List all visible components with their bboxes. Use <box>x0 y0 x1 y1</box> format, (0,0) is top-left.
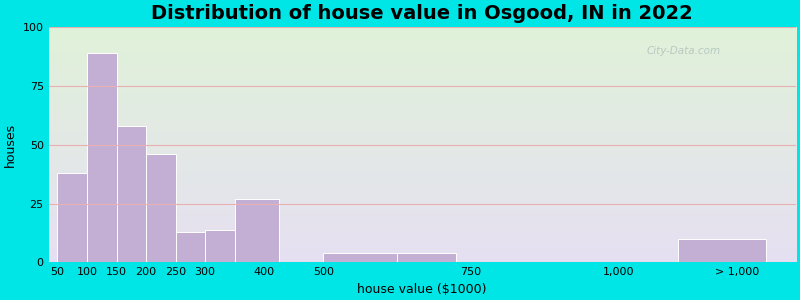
Text: City-Data.com: City-Data.com <box>646 46 721 56</box>
Bar <box>87 53 117 262</box>
Bar <box>58 173 87 262</box>
X-axis label: house value ($1000): house value ($1000) <box>358 283 487 296</box>
Y-axis label: houses: houses <box>4 123 17 167</box>
Bar <box>146 154 175 262</box>
Bar <box>175 232 205 262</box>
Title: Distribution of house value in Osgood, IN in 2022: Distribution of house value in Osgood, I… <box>151 4 693 23</box>
Bar <box>117 126 146 262</box>
Bar <box>323 253 397 262</box>
Bar <box>678 239 766 262</box>
Bar <box>205 230 234 262</box>
Bar <box>397 253 456 262</box>
Bar <box>234 199 279 262</box>
